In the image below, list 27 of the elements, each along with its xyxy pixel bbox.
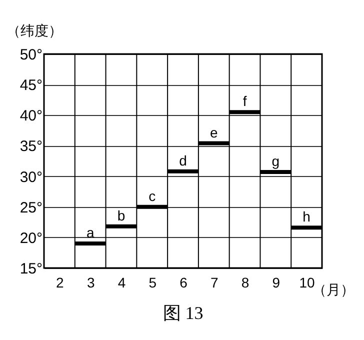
y-tick-label: 50°: [20, 46, 42, 64]
y-tick-label: 25°: [20, 199, 42, 216]
annotation: h: [302, 208, 310, 225]
y-tick-label: 15°: [20, 260, 42, 278]
x-tick-label: 6: [180, 274, 188, 290]
y-tick-label: 30°: [20, 168, 42, 186]
x-tick-label: 2: [56, 274, 64, 290]
annotation: a: [86, 224, 94, 241]
annotation: b: [117, 207, 126, 224]
x-tick-label: 5: [148, 274, 157, 290]
annotation: f: [242, 93, 247, 110]
y-tick-label: 20°: [20, 230, 42, 247]
y-tick-label: 40°: [20, 108, 42, 125]
annotation: c: [148, 188, 156, 204]
y-axis-title: （纬度）: [6, 22, 62, 38]
x-tick-label: 10: [299, 274, 316, 290]
annotation: g: [272, 153, 280, 170]
y-tick-label: 45°: [20, 77, 42, 94]
x-tick-label: 3: [86, 274, 95, 290]
x-tick-label: 7: [210, 274, 218, 290]
x-tick-label: 4: [118, 274, 126, 290]
x-tick-label: 8: [241, 274, 250, 290]
annotation: d: [179, 152, 187, 168]
x-tick-label: 9: [272, 274, 280, 290]
text: 图 13: [162, 303, 204, 323]
y-tick-label: 35°: [20, 138, 42, 156]
annotation: e: [210, 124, 218, 140]
